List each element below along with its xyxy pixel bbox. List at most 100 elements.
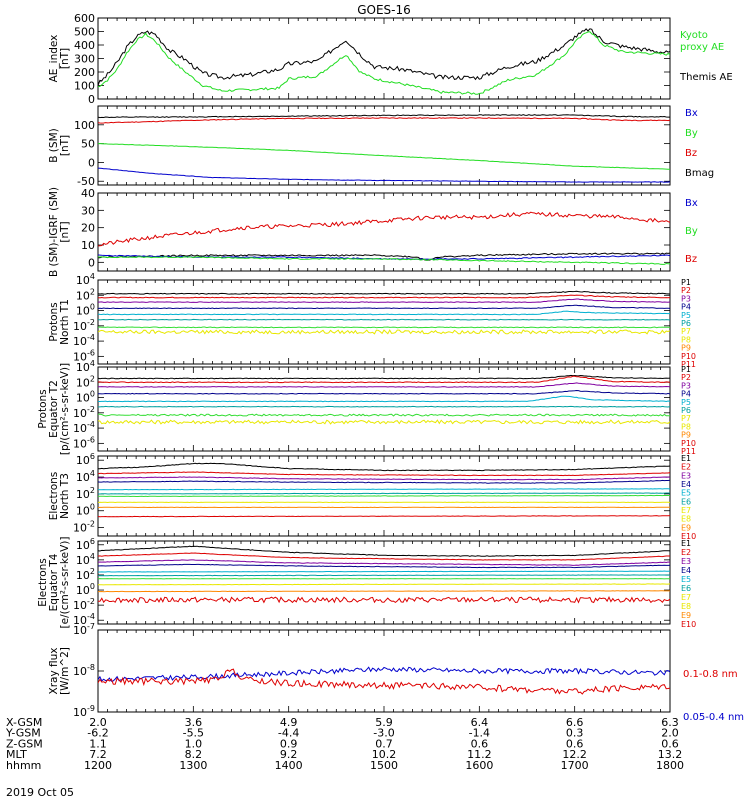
legend-entry: P2 <box>681 373 691 382</box>
y-tick-label: 10-9 <box>73 704 95 719</box>
x-row-value: 1700 <box>561 759 589 772</box>
y-tick-label: 0 <box>88 256 95 269</box>
x-row-value: 0.6 <box>471 737 489 750</box>
series-e4 <box>98 479 670 484</box>
legend-entry: P3 <box>681 381 691 390</box>
y-tick-label: 102 <box>76 374 95 389</box>
y-axis-label: North T3 <box>59 473 71 519</box>
panel-xray: 10-7 10-8 10-9 Xray flux [W/m^2] 0.1-0.8 nm 0.… <box>48 622 744 723</box>
y-tick-label: 100 <box>76 390 95 405</box>
legend-entry: P5 <box>681 311 691 320</box>
legend-entry: Bx <box>685 108 698 119</box>
series-0-1-0-8-nm <box>98 668 670 695</box>
x-row-value: 1.0 <box>185 737 203 750</box>
series-e3 <box>98 476 670 481</box>
panel-frame <box>97 629 671 713</box>
legend-entry: P10 <box>681 439 696 448</box>
legend-entry: E10 <box>681 532 696 541</box>
legend-entry: E6 <box>681 584 691 593</box>
y-tick-label: -50 <box>77 175 95 188</box>
series-p5 <box>98 310 670 316</box>
x-row-value: 2.0 <box>661 727 679 740</box>
y-tick-label: 102 <box>76 567 95 582</box>
x-row-value: 7.2 <box>89 748 107 761</box>
y-tick-label: 0 <box>88 156 95 169</box>
x-row-value: 1500 <box>370 759 398 772</box>
y-axis-label: [nT] <box>59 221 71 242</box>
series-e10 <box>98 515 670 518</box>
y-tick-label: 100 <box>74 80 95 93</box>
legend-entry: P11 <box>681 447 696 456</box>
legend-entry: P5 <box>681 398 691 407</box>
y-tick-label: 400 <box>74 39 95 52</box>
y-tick-label: 100 <box>76 582 95 597</box>
x-row-value: 4.9 <box>280 716 298 729</box>
x-row-value: -3.0 <box>373 727 394 740</box>
legend-entry: E1 <box>681 454 691 463</box>
y-tick-label: 20 <box>81 222 95 235</box>
legend-entry: P7 <box>681 327 691 336</box>
legend-entry: E7 <box>681 593 691 602</box>
legend-entry: Bmag <box>685 168 714 179</box>
legend-entry: P1 <box>681 278 691 287</box>
x-row-value: 0.3 <box>566 727 584 740</box>
legend-entry: Kyoto <box>680 30 708 41</box>
series-e4 <box>98 563 670 569</box>
legend-entry: P7 <box>681 414 691 423</box>
series-p2 <box>98 294 670 299</box>
legend-entry: P2 <box>681 286 691 295</box>
y-tick-label: 500 <box>74 26 95 39</box>
y-tick-label: 10-2 <box>73 597 95 612</box>
legend-entry: E3 <box>681 471 691 480</box>
series-e2 <box>98 471 670 477</box>
series-e6 <box>98 574 670 577</box>
legend-entry: E3 <box>681 557 691 566</box>
series-bx <box>98 167 670 183</box>
series-e1 <box>98 545 670 557</box>
legend-entry: E1 <box>681 539 691 548</box>
y-axis-label: Protons <box>48 302 60 341</box>
legend-entry: E10 <box>681 620 696 629</box>
legend-entry: proxy AE <box>680 42 724 53</box>
x-row-value: 1600 <box>465 759 493 772</box>
y-tick-label: 50 <box>81 138 95 151</box>
legend-entry: E2 <box>681 548 691 557</box>
series-e8 <box>98 583 670 586</box>
legend-entry: By <box>685 128 698 139</box>
panel-bigrf: 0 10 20 30 40 B (SM)-IGRF (SM) [nT] Bx By Bz <box>48 187 698 277</box>
legend-entry: E7 <box>681 506 691 515</box>
series-by <box>98 256 670 265</box>
y-axis-label: Equator T4 <box>48 553 60 611</box>
y-axis-label: [nT] <box>59 135 71 156</box>
plot-title: GOES-16 <box>357 3 411 17</box>
x-row-value: 6.4 <box>471 716 489 729</box>
y-tick-label: 10-4 <box>73 612 95 627</box>
x-row-value: 0.7 <box>375 737 393 750</box>
series-e2 <box>98 552 670 561</box>
series-bz <box>98 117 670 124</box>
y-axis-label: Electrons <box>37 558 49 607</box>
legend-entry: E6 <box>681 497 691 506</box>
legend-entry: P9 <box>681 431 691 440</box>
series-p2 <box>98 375 670 384</box>
series-bz <box>98 211 670 247</box>
y-tick-label: 100 <box>76 303 95 318</box>
series-e9 <box>98 590 670 593</box>
x-row-value: 1400 <box>275 759 303 772</box>
legend-entry: P9 <box>681 344 691 353</box>
y-axis-label: B (SM)-IGRF (SM) <box>48 187 60 277</box>
x-row-value: 10.2 <box>372 748 397 761</box>
y-axis-label: Protons <box>37 389 49 428</box>
x-row-value: 1.1 <box>89 737 107 750</box>
panel-frame <box>97 366 671 452</box>
y-tick-label: 10-4 <box>73 420 95 435</box>
x-row-value: 0.9 <box>280 737 298 750</box>
series-p4 <box>98 389 670 395</box>
series-p3 <box>98 382 670 388</box>
legend-entry: P8 <box>681 335 691 344</box>
legend-entry: E8 <box>681 515 691 524</box>
y-axis-label: Xray flux <box>48 648 60 695</box>
x-row-label: hhmm <box>6 759 41 772</box>
